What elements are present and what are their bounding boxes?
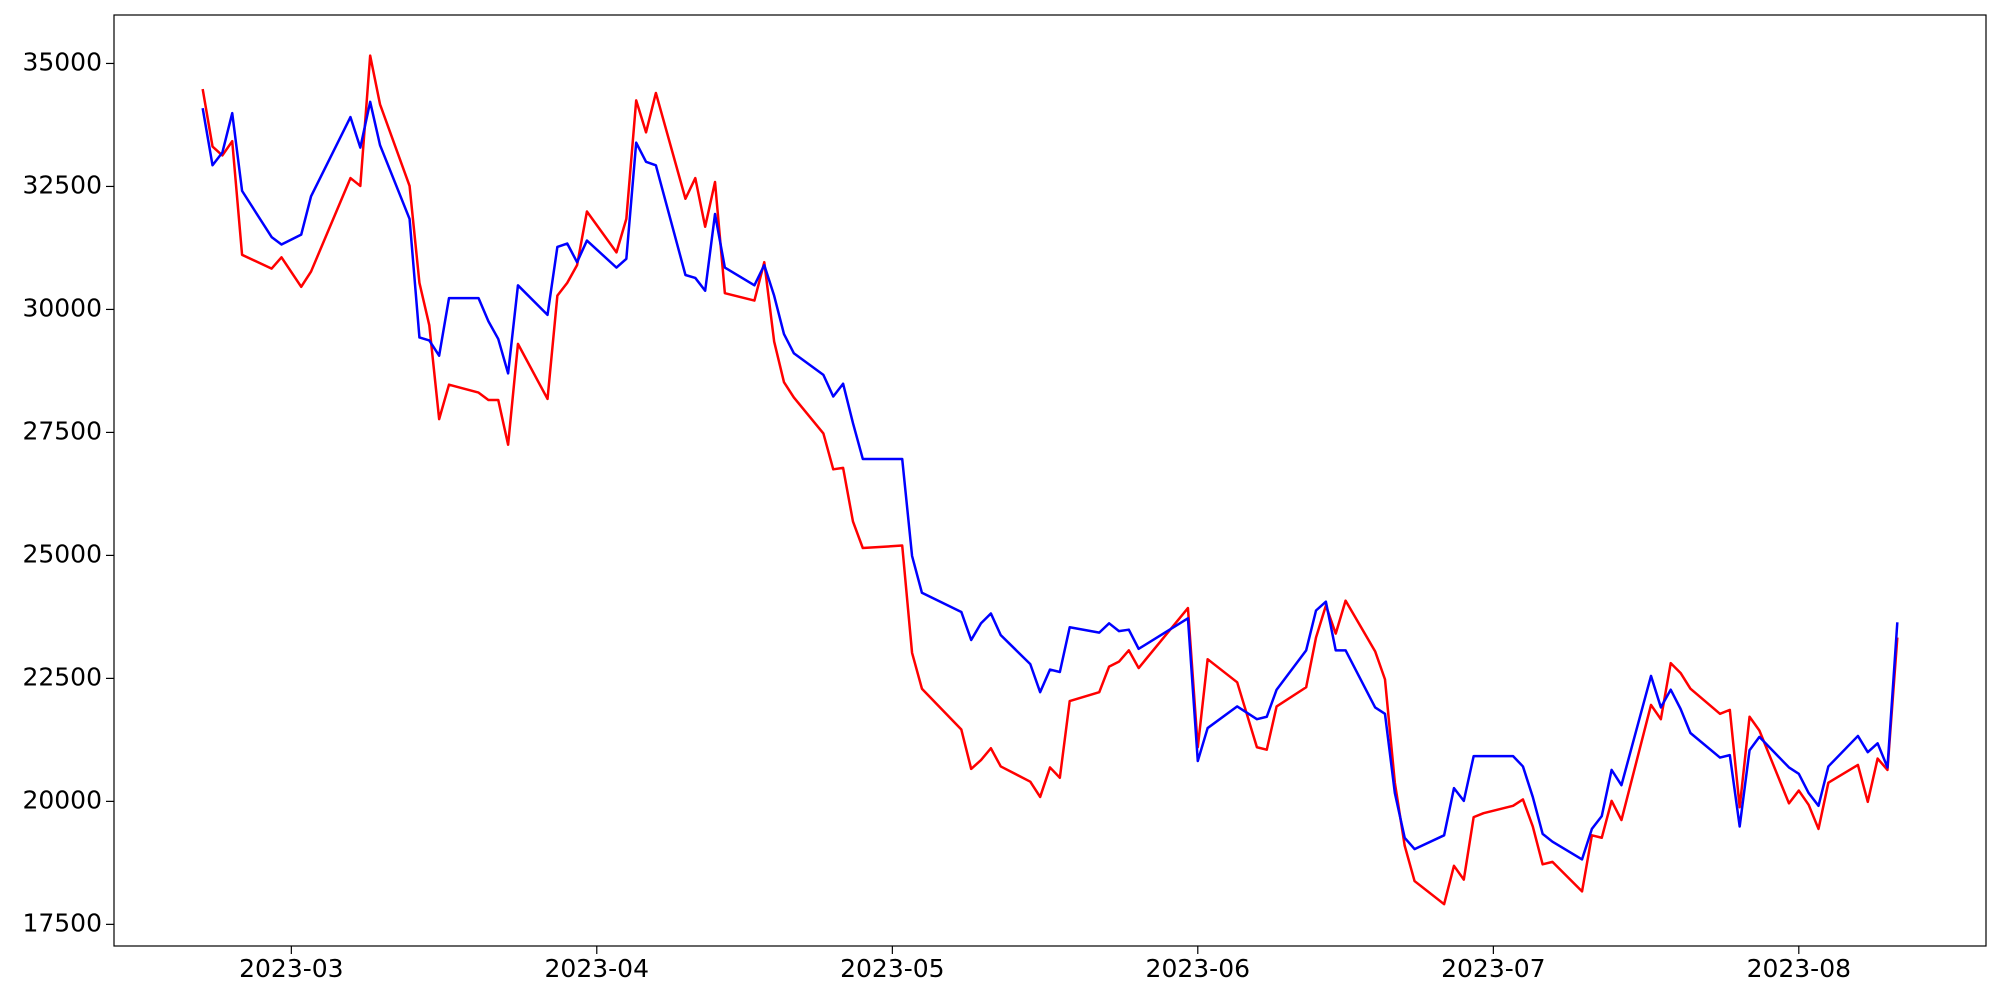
y-tick-label: 27500 — [22, 416, 102, 445]
y-tick-label: 32500 — [22, 170, 102, 199]
y-tick-label: 30000 — [22, 293, 102, 322]
plot-frame — [113, 14, 1987, 947]
line — [201, 100, 1899, 861]
x-tick-label: 2023-08 — [1747, 954, 1851, 983]
x-tick-label: 2023-07 — [1441, 954, 1545, 983]
x-tick-label: 2023-03 — [239, 954, 343, 983]
x-tick-label: 2023-06 — [1146, 954, 1250, 983]
y-tick-label: 25000 — [22, 539, 102, 568]
y-tick-label: 20000 — [22, 785, 102, 814]
y-tick-label: 22500 — [22, 662, 102, 691]
x-tick-label: 2023-04 — [545, 954, 649, 983]
y-tick-label: 35000 — [22, 47, 102, 76]
x-tick-label: 2023-05 — [840, 954, 944, 983]
y-tick-label: 17500 — [22, 908, 102, 937]
line — [201, 54, 1899, 906]
